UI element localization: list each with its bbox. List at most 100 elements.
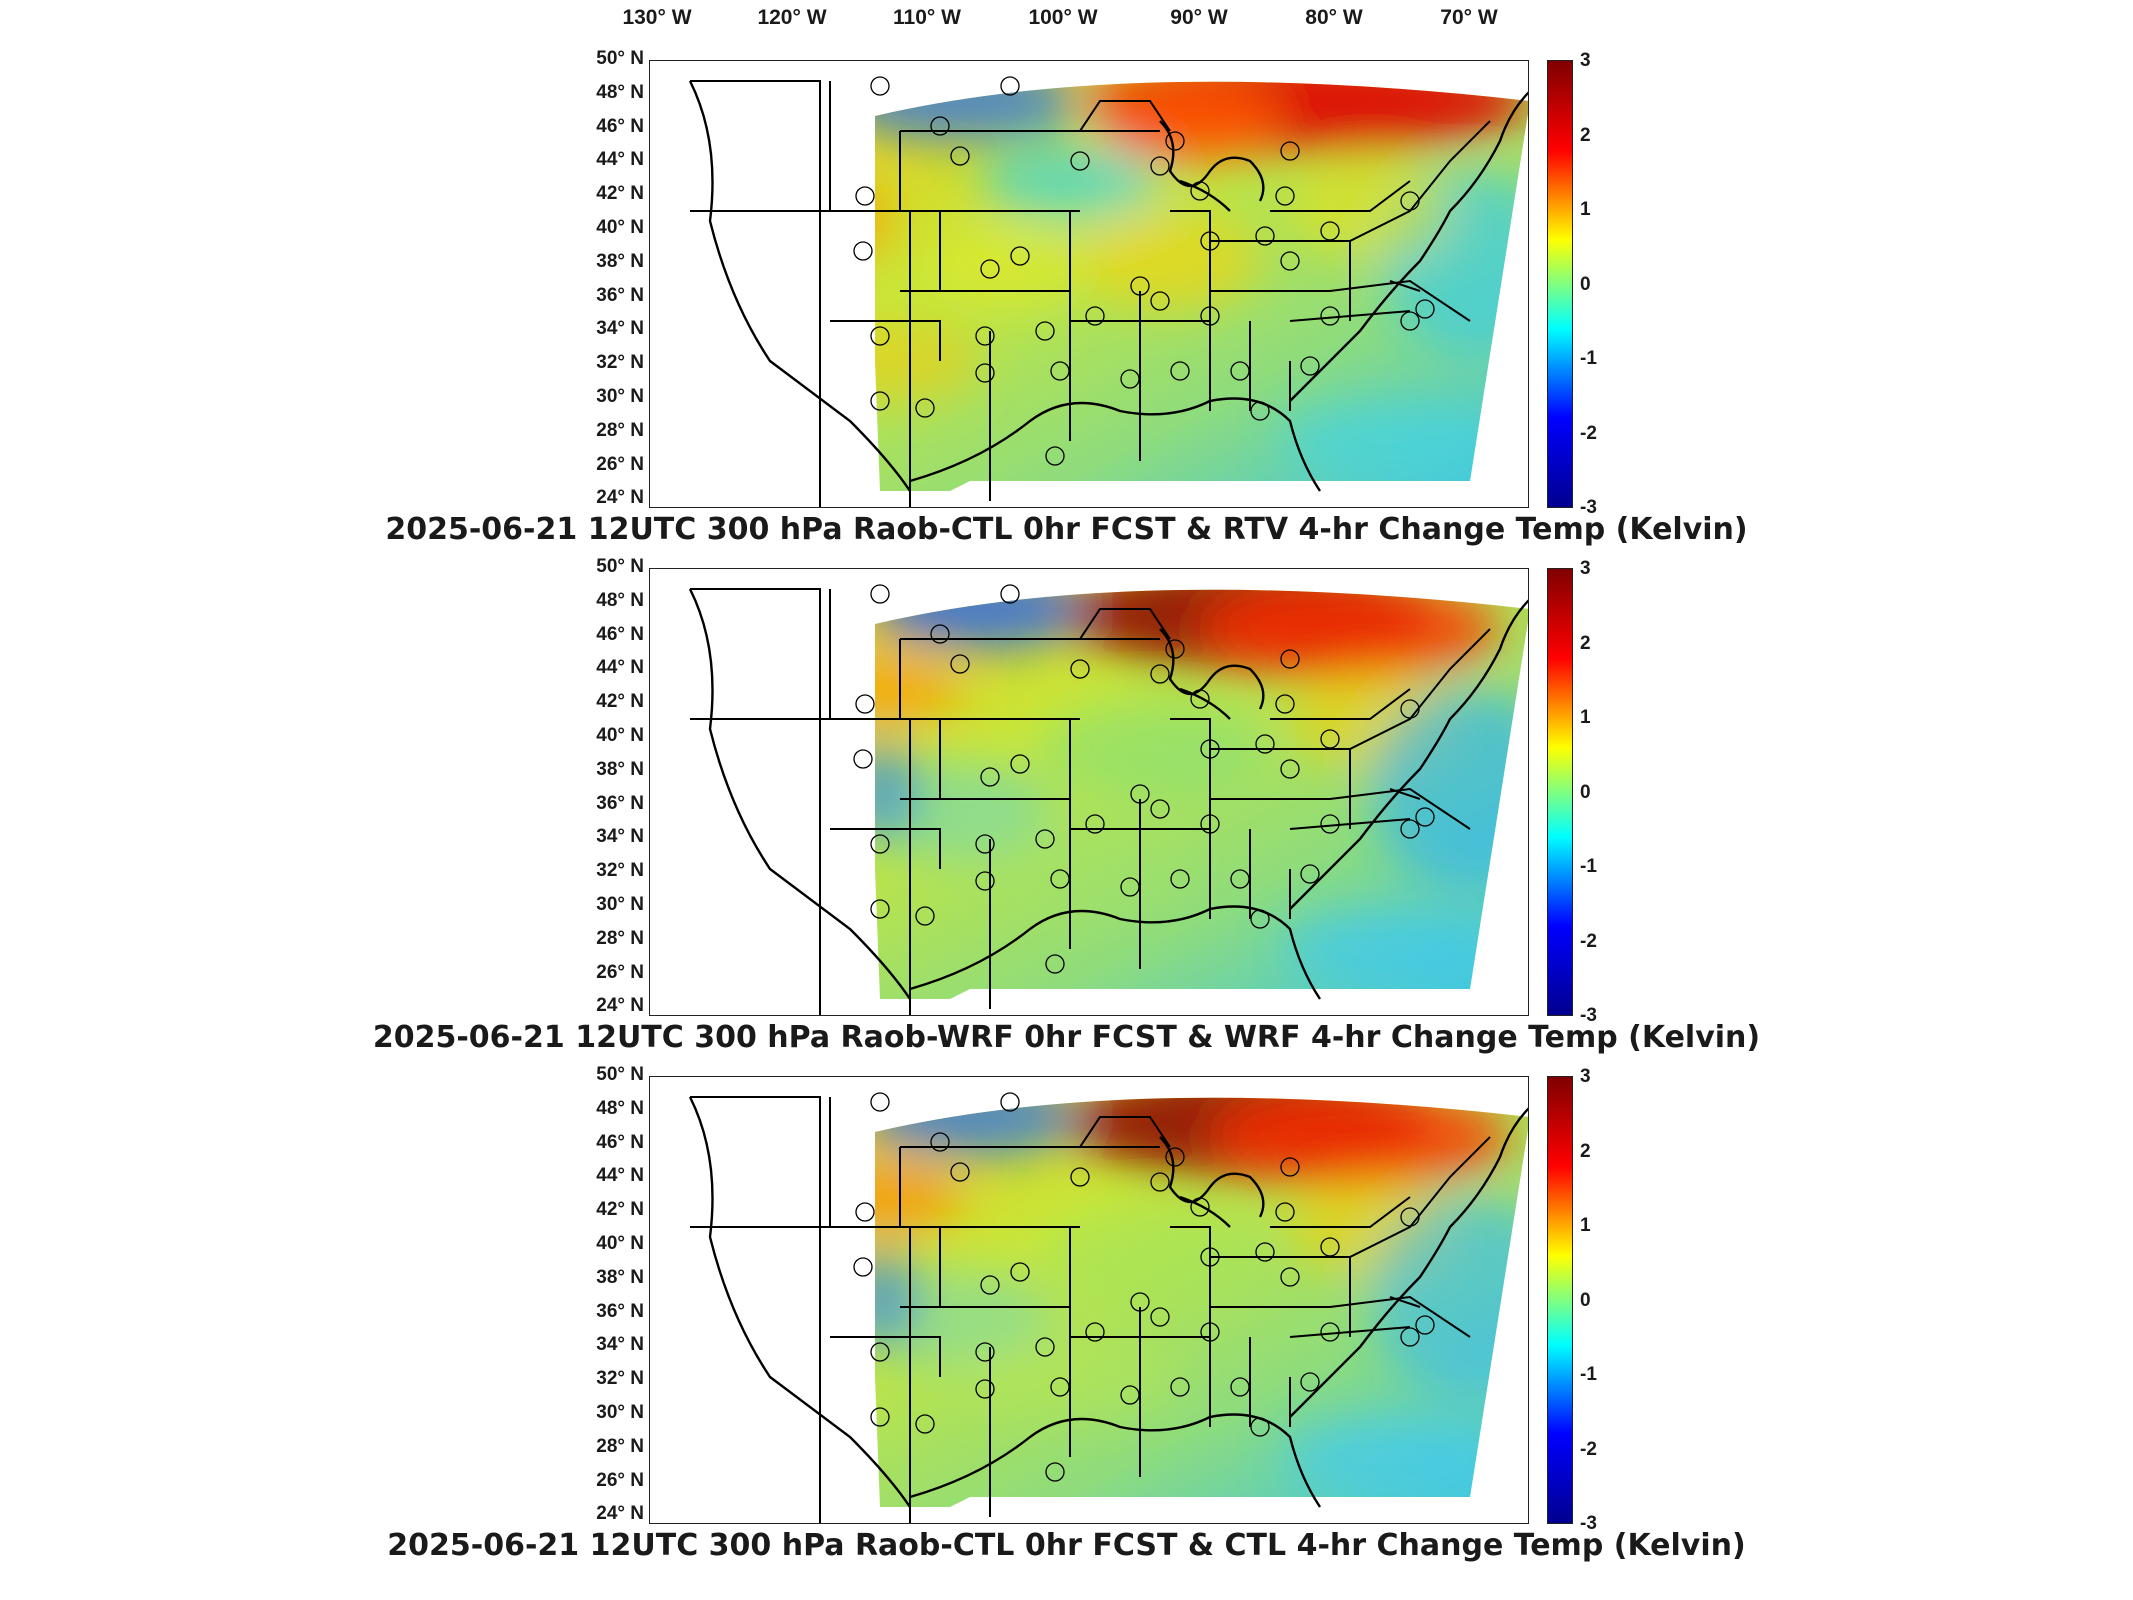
lat-label: 34° N (596, 826, 644, 848)
raob-station-marker (975, 871, 995, 891)
raob-station-marker (1200, 739, 1220, 759)
raob-station-marker (1150, 156, 1170, 176)
raob-station-marker (1190, 689, 1210, 709)
panel-title: 2025-06-21 12UTC 300 hPa Raob-CTL 0hr FC… (387, 1528, 1746, 1563)
colorbar-tick-label: -1 (1580, 856, 1597, 877)
map-panel-2: 2025-06-21 12UTC 300 hPa Raob-WRF 0hr FC… (0, 556, 2133, 1078)
raob-station-marker (980, 767, 1000, 787)
raob-station-marker (1320, 729, 1340, 749)
raob-station-marker (915, 906, 935, 926)
lat-label: 42° N (596, 1199, 644, 1221)
lat-label: 28° N (596, 1435, 644, 1457)
raob-station-marker (1280, 1157, 1300, 1177)
raob-station-marker (1120, 1385, 1140, 1405)
lat-label: 32° N (596, 1368, 644, 1390)
raob-station-marker (1170, 869, 1190, 889)
raob-station-marker (855, 694, 875, 714)
raob-station-marker (853, 1257, 873, 1277)
raob-station-marker (853, 749, 873, 769)
map-panel-3: 2025-06-21 12UTC 300 hPa Raob-CTL 0hr FC… (0, 1064, 2133, 1586)
raob-station-marker (1130, 784, 1150, 804)
raob-station-marker (980, 259, 1000, 279)
raob-station-marker (1275, 1202, 1295, 1222)
raob-station-marker (1165, 1147, 1185, 1167)
raob-station-marker (870, 899, 890, 919)
raob-station-marker (1000, 584, 1020, 604)
raob-station-marker (1255, 1242, 1275, 1262)
raob-station-marker (1010, 1262, 1030, 1282)
raob-station-marker (1280, 1267, 1300, 1287)
raob-station-marker (1400, 1327, 1420, 1347)
lat-label: 48° N (596, 589, 644, 611)
raob-station-marker (870, 391, 890, 411)
raob-station-marker (1415, 299, 1435, 319)
raob-station-marker (870, 834, 890, 854)
colorbar-tick-label: 0 (1580, 1289, 1591, 1311)
lat-label: 40° N (596, 217, 644, 238)
lat-label: 40° N (596, 1233, 644, 1254)
lat-label: 30° N (596, 386, 644, 407)
raob-station-marker (1070, 659, 1090, 679)
raob-station-marker (915, 398, 935, 418)
raob-station-marker (1035, 829, 1055, 849)
panel-title: 2025-06-21 12UTC 300 hPa Raob-WRF 0hr FC… (372, 1020, 1761, 1055)
colorbar-tick-label: 2 (1580, 1140, 1591, 1162)
map-panel-1: 2025-06-21 12UTC 300 hPa Raob-CTL 0hr FC… (0, 48, 2133, 570)
raob-station-marker (1250, 401, 1270, 421)
raob-station-marker (1280, 251, 1300, 271)
raob-station-marker (1045, 1462, 1065, 1482)
raob-station-marker (1150, 799, 1170, 819)
colorbar-tick-label: -2 (1580, 422, 1597, 444)
raob-station-marker (853, 241, 873, 261)
lon-label-130w: 130° W (622, 6, 692, 29)
raob-station-marker (1250, 909, 1270, 929)
raob-station-marker (1415, 1315, 1435, 1335)
raob-station-marker (1130, 1292, 1150, 1312)
lat-label: 50° N (596, 1064, 644, 1085)
raob-station-marker (1070, 1167, 1090, 1187)
lat-label: 36° N (596, 284, 644, 306)
raob-station-marker (1045, 446, 1065, 466)
raob-station-marker (975, 1342, 995, 1362)
map-plot-area (649, 568, 1529, 1016)
raob-station-marker (1275, 186, 1295, 206)
raob-station-marker (1300, 1372, 1320, 1392)
raob-station-marker (1150, 664, 1170, 684)
raob-station-marker (1050, 361, 1070, 381)
colorbar-tick-label: -3 (1580, 1513, 1597, 1534)
colorbar-tick-label: 2 (1580, 632, 1591, 654)
raob-station-marker (980, 1275, 1000, 1295)
lat-label: 36° N (596, 1300, 644, 1322)
raob-station-marker (1300, 356, 1320, 376)
colorbar-tick-label: 1 (1580, 707, 1591, 728)
raob-station-marker (1320, 306, 1340, 326)
map-plot-area (649, 60, 1529, 508)
colorbar-tick-label: 3 (1580, 558, 1591, 579)
raob-station-marker (1070, 151, 1090, 171)
raob-station-marker (975, 1379, 995, 1399)
lat-label: 46° N (596, 623, 644, 645)
lat-label: 32° N (596, 352, 644, 374)
raob-station-marker (930, 116, 950, 136)
lat-label: 26° N (596, 453, 644, 475)
raob-station-marker (1400, 1207, 1420, 1227)
raob-station-marker (1000, 76, 1020, 96)
colorbar-tick-label: 2 (1580, 124, 1591, 146)
raob-station-marker (1400, 191, 1420, 211)
raob-station-marker (975, 834, 995, 854)
lat-label: 38° N (596, 1266, 644, 1288)
lat-label: 26° N (596, 1469, 644, 1491)
raob-station-marker (855, 186, 875, 206)
lat-label: 46° N (596, 115, 644, 137)
lon-label-120w: 120° W (757, 6, 827, 29)
lat-label: 44° N (596, 657, 644, 679)
raob-station-marker (1170, 1377, 1190, 1397)
raob-station-marker (870, 1092, 890, 1112)
colorbar (1547, 60, 1573, 508)
raob-station-marker (1300, 864, 1320, 884)
raob-station-marker (1275, 694, 1295, 714)
raob-station-marker (1190, 1197, 1210, 1217)
raob-station-marker (1230, 1377, 1250, 1397)
colorbar (1547, 568, 1573, 1016)
raob-station-marker (1230, 361, 1250, 381)
